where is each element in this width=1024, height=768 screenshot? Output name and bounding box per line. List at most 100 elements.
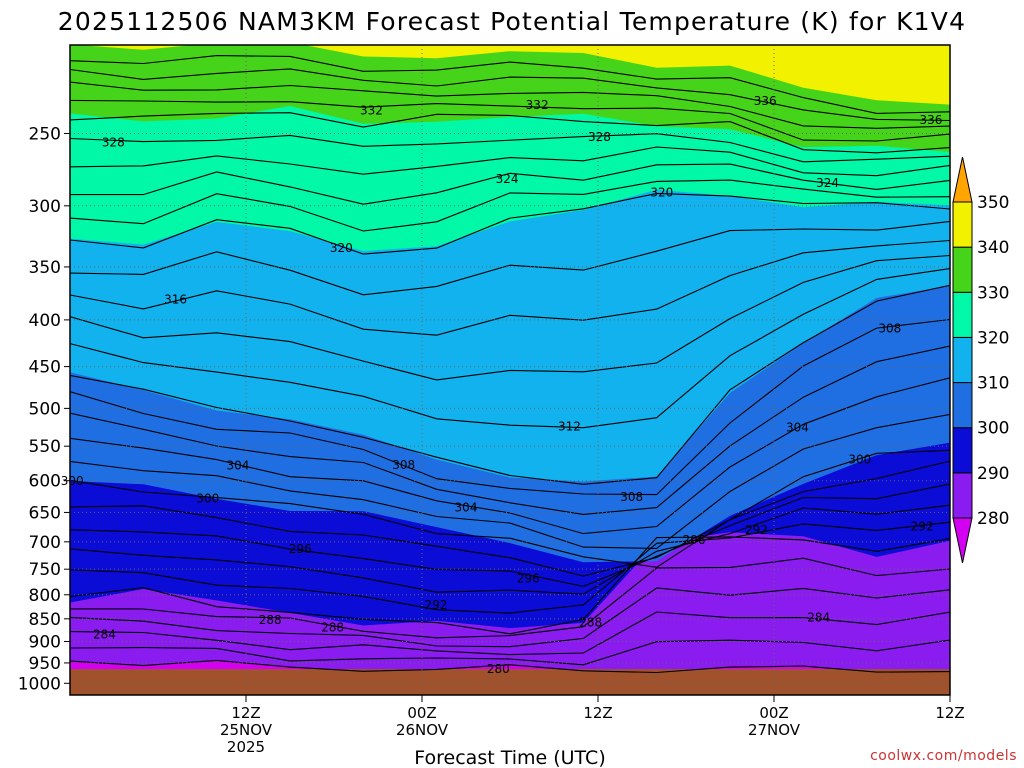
contour-label-text: 300 bbox=[848, 453, 871, 467]
colorbar-min-arrow bbox=[952, 517, 973, 564]
contour-label-text: 308 bbox=[620, 490, 643, 504]
x-tick-label2: 26NOV bbox=[396, 721, 449, 739]
y-tick-label: 600 bbox=[29, 472, 61, 492]
contour-label: 288 bbox=[579, 616, 602, 630]
contour-label-text: 316 bbox=[164, 292, 187, 306]
contour-label: 308 bbox=[392, 458, 415, 472]
contour-line-336 bbox=[70, 68, 950, 122]
y-tick-label: 800 bbox=[29, 586, 61, 606]
x-tick-label2: 27NOV bbox=[748, 721, 801, 739]
contour-line-328 bbox=[70, 133, 950, 163]
contour-line-304 bbox=[70, 377, 950, 535]
contour-label-text: 324 bbox=[496, 172, 519, 186]
contour-line-324 bbox=[70, 163, 950, 205]
contour-label: 304 bbox=[226, 458, 249, 472]
contour-label-text: 296 bbox=[683, 533, 706, 547]
x-tick-label2: 25NOV bbox=[220, 721, 273, 739]
x-tick-label1: 12Z bbox=[935, 704, 964, 722]
grid-lines bbox=[70, 45, 951, 695]
contour-label-text: 292 bbox=[911, 520, 934, 534]
contour-label: 308 bbox=[620, 490, 643, 504]
contour-label: 324 bbox=[496, 172, 519, 186]
y-tick-label: 900 bbox=[29, 632, 61, 652]
contour-line-320 bbox=[70, 192, 950, 255]
y-tick-label: 550 bbox=[29, 437, 61, 457]
colorbar-segment bbox=[952, 472, 973, 519]
contour-line-292 bbox=[70, 521, 950, 614]
contour-label: 292 bbox=[745, 523, 768, 537]
contour-label-text: 320 bbox=[650, 185, 673, 199]
contour-label-text: 288 bbox=[321, 621, 344, 635]
x-tick-label1: 00Z bbox=[407, 704, 436, 722]
contour-line-316 bbox=[70, 239, 950, 336]
contour-line-326 bbox=[70, 146, 950, 177]
colorbar-max-arrow bbox=[952, 156, 973, 203]
contour-label-text: 336 bbox=[754, 94, 777, 108]
contour-label-text: 332 bbox=[526, 98, 549, 112]
contour-label-text: 336 bbox=[919, 113, 942, 127]
contour-label-text: 300 bbox=[196, 492, 219, 506]
contour-line-290 bbox=[70, 536, 950, 635]
band-above-340 bbox=[70, 45, 950, 105]
contour-line-296 bbox=[70, 483, 950, 587]
colorbar-label: 300 bbox=[977, 419, 1009, 439]
colorbar-segment bbox=[952, 382, 973, 429]
contour-labels: 332 336 332 336 328 328 324 324 320 320 316 312 308 3… bbox=[61, 94, 943, 676]
contour-label-text: 284 bbox=[807, 610, 830, 624]
contour-label: 308 bbox=[878, 322, 901, 336]
ground-fill bbox=[70, 669, 950, 695]
x-axis-label: Forecast Time (UTC) bbox=[414, 747, 605, 768]
y-tick-label: 850 bbox=[29, 610, 61, 630]
contour-line-306 bbox=[70, 345, 950, 515]
contour-line-308 bbox=[70, 318, 950, 496]
contour-label-text: 292 bbox=[424, 598, 447, 612]
y-tick-label: 400 bbox=[29, 311, 61, 331]
contour-line-322 bbox=[70, 179, 950, 232]
contour-line-312 bbox=[70, 268, 950, 429]
contour-label: 288 bbox=[259, 613, 282, 627]
contour-line-294 bbox=[70, 504, 950, 595]
colorbar-label: 280 bbox=[977, 509, 1009, 529]
plot-frame bbox=[69, 44, 951, 696]
y-tick-label: 350 bbox=[29, 258, 61, 278]
x-tick-label3: 2025 bbox=[227, 738, 265, 756]
contour-label: 284 bbox=[93, 627, 116, 641]
isentrope-contours bbox=[70, 55, 950, 674]
contour-label-text: 312 bbox=[558, 419, 581, 433]
contour-label: 300 bbox=[196, 492, 219, 506]
colorbar-label: 330 bbox=[977, 283, 1009, 303]
contour-label: 336 bbox=[919, 113, 942, 127]
contour-label-text: 288 bbox=[259, 613, 282, 627]
contour-label: 296 bbox=[289, 542, 312, 556]
contour-label-text: 296 bbox=[289, 542, 312, 556]
colorbar-segment bbox=[952, 246, 973, 293]
colorbar: 280 290 300 310 320 330 340 350 bbox=[952, 156, 1009, 564]
y-tick-label: 750 bbox=[29, 560, 61, 580]
colorbar-segment bbox=[952, 336, 973, 384]
contour-label: 292 bbox=[911, 520, 934, 534]
contour-line-334 bbox=[70, 81, 950, 129]
contour-line-310 bbox=[70, 284, 950, 485]
contour-label: 304 bbox=[455, 500, 478, 514]
contour-line-284 bbox=[70, 611, 950, 656]
contour-label-text: 304 bbox=[455, 500, 478, 514]
contour-label: 312 bbox=[558, 419, 581, 433]
colorbar-label: 290 bbox=[977, 464, 1009, 484]
x-tick-label1: 00Z bbox=[759, 704, 788, 722]
y-tick-label: 250 bbox=[29, 124, 61, 144]
contour-label-text: 292 bbox=[745, 523, 768, 537]
y-tick-label: 300 bbox=[29, 197, 61, 217]
contour-label: 336 bbox=[754, 94, 777, 108]
y-tick-label: 950 bbox=[29, 654, 61, 674]
contour-line-300 bbox=[70, 449, 950, 568]
contour-line-298 bbox=[70, 460, 950, 577]
contour-label: 296 bbox=[683, 533, 706, 547]
contour-label-text: 284 bbox=[93, 627, 116, 641]
contour-label-text: 308 bbox=[392, 458, 415, 472]
contour-label-text: 332 bbox=[360, 104, 383, 118]
contour-label: 324 bbox=[816, 176, 839, 190]
contour-line-332 bbox=[70, 99, 950, 142]
y-tick-label: 700 bbox=[29, 533, 61, 553]
contour-label: 284 bbox=[807, 610, 830, 624]
